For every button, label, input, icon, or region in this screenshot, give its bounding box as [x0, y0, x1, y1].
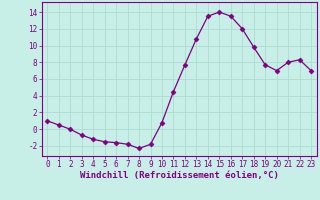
X-axis label: Windchill (Refroidissement éolien,°C): Windchill (Refroidissement éolien,°C) [80, 171, 279, 180]
